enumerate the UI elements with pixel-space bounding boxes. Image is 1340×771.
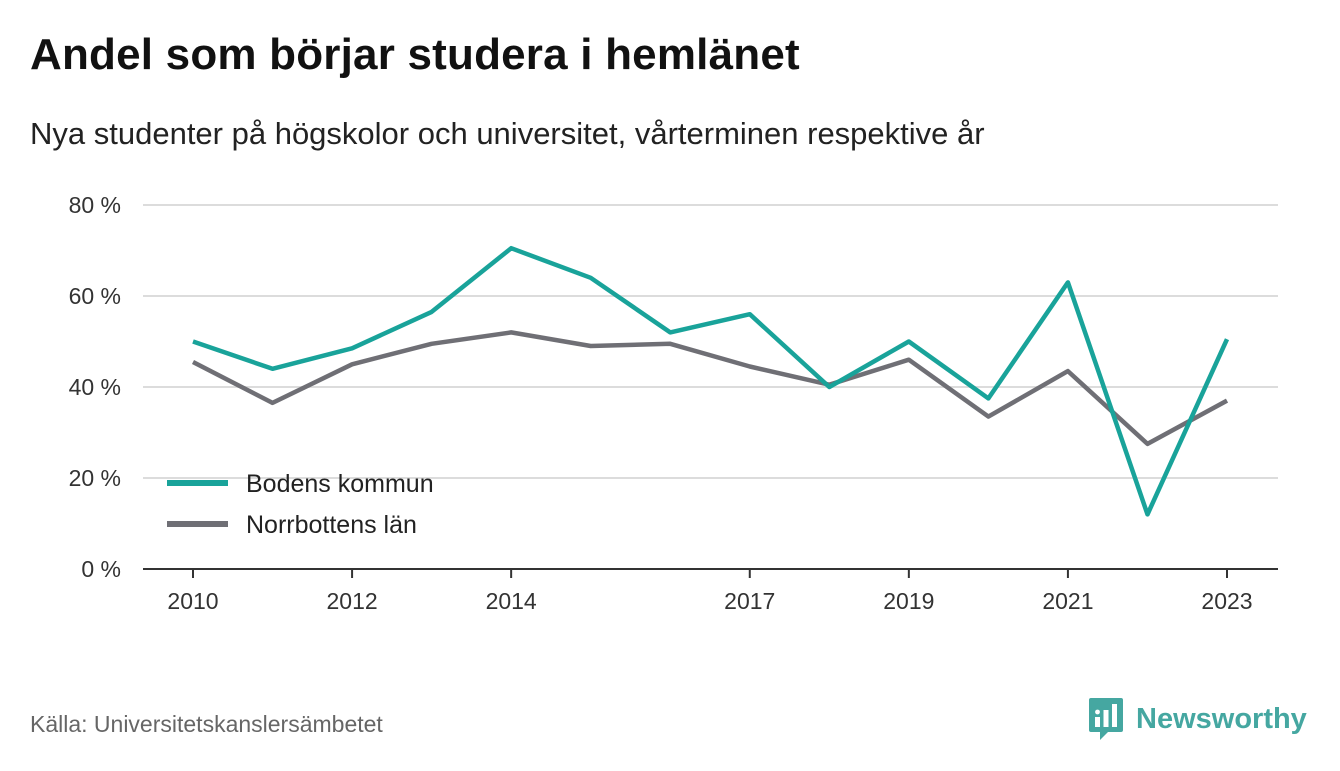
- series-line-1: [191, 330, 1229, 447]
- x-tick-label: 2019: [883, 588, 934, 614]
- bar-chart-speech-bubble-icon: [1089, 698, 1123, 740]
- y-tick-label: 20 %: [69, 465, 121, 491]
- x-tick-label: 2010: [167, 588, 218, 614]
- brand-name: Newsworthy: [1136, 702, 1307, 735]
- y-tick-label: 40 %: [69, 374, 121, 400]
- x-tick-label: 2012: [326, 588, 377, 614]
- y-tick-label: 60 %: [69, 283, 121, 309]
- line-chart: 0 % 20 % 40 % 60 % 80 % 2010 2012 2014 2017 2019 2…: [69, 192, 1278, 614]
- y-tick-label: 80 %: [69, 192, 121, 218]
- x-tick-label: 2021: [1042, 588, 1093, 614]
- series-line-0: [192, 245, 1230, 517]
- legend-label: Norrbottens län: [246, 511, 417, 539]
- x-tick-label: 2023: [1201, 588, 1252, 614]
- y-tick-label: 0 %: [81, 556, 121, 582]
- chart-subtitle: Nya studenter på högskolor och universit…: [30, 116, 985, 151]
- x-tick-label: 2014: [486, 588, 537, 614]
- brand-logo: Newsworthy: [1088, 697, 1307, 741]
- x-tick-label: 2017: [724, 588, 775, 614]
- source-note: Källa: Universitetskanslersämbetet: [30, 711, 383, 737]
- chart-title: Andel som börjar studera i hemlänet: [30, 30, 800, 79]
- legend-label: Bodens kommun: [246, 470, 434, 498]
